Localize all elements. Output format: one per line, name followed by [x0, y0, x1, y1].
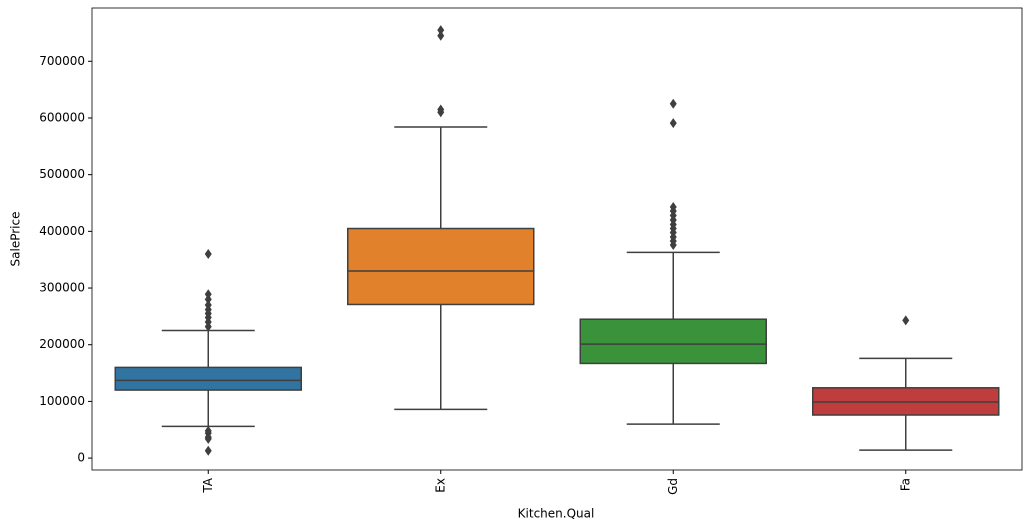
x-tick-label: Gd	[666, 478, 680, 495]
outlier	[669, 118, 677, 129]
y-tick-label: 100000	[39, 394, 85, 408]
y-tick-label: 400000	[39, 224, 85, 238]
box	[579, 318, 767, 365]
box	[114, 366, 302, 391]
x-tick-label: TA	[201, 477, 215, 493]
y-tick-label: 700000	[39, 54, 85, 68]
outlier	[204, 289, 212, 300]
y-tick-label: 0	[77, 451, 85, 465]
outlier	[669, 98, 677, 109]
y-tick-label: 300000	[39, 281, 85, 295]
outlier	[669, 239, 677, 250]
y-axis-label: SalePrice	[9, 212, 23, 267]
plot-frame	[91, 7, 1023, 471]
outlier	[437, 107, 445, 118]
x-tick-label: Fa	[898, 478, 912, 491]
x-axis-label: Kitchen.Qual	[518, 507, 595, 521]
outlier	[204, 445, 212, 456]
outlier	[204, 321, 212, 332]
x-tick-label: Ex	[433, 478, 447, 493]
outlier	[437, 30, 445, 41]
outlier	[204, 433, 212, 444]
y-tick-label: 500000	[39, 167, 85, 181]
outlier	[902, 315, 910, 326]
outlier	[437, 25, 445, 36]
outlier	[204, 294, 212, 305]
box	[347, 227, 535, 306]
y-tick-label: 200000	[39, 337, 85, 351]
y-tick-label: 600000	[39, 110, 85, 124]
outlier	[204, 249, 212, 260]
